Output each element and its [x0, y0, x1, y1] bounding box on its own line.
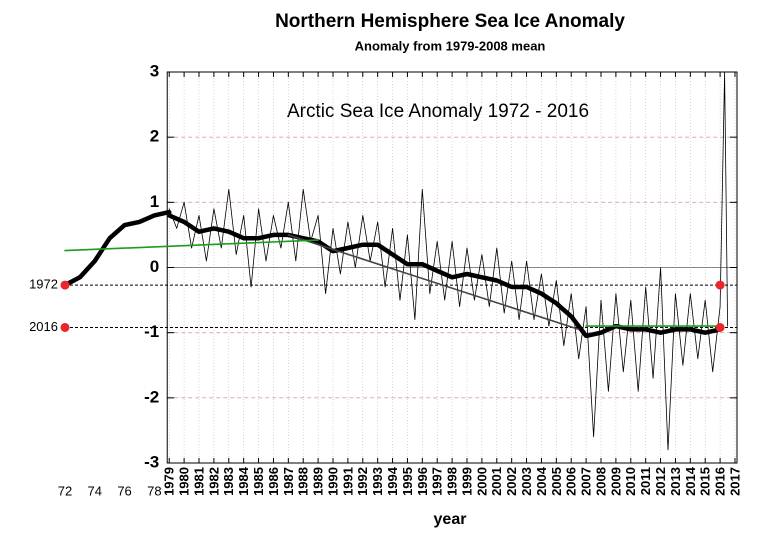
y-tick-label: 1	[150, 192, 159, 211]
reference-label: 2016	[29, 319, 58, 334]
trend-line	[64, 239, 319, 252]
marker	[715, 322, 725, 332]
marker	[60, 280, 70, 290]
x-tick-label: 1985	[251, 467, 266, 496]
y-tick-label: -1	[144, 322, 159, 341]
x-tick-label: 2003	[519, 467, 534, 496]
x-tick-label: 1998	[445, 467, 460, 496]
x-tick-label: 1994	[385, 466, 400, 496]
x-tick-label: 1979	[162, 467, 177, 496]
x-tick-label: 1983	[221, 467, 236, 496]
x-tick-label: 1982	[206, 467, 221, 496]
x-tick-label: 2002	[504, 467, 519, 496]
data-line	[62, 209, 172, 288]
y-tick-label: 0	[150, 257, 159, 276]
x-tick-label: 2013	[668, 467, 683, 496]
x-tick-label: 1993	[370, 467, 385, 496]
x-tick-label: 2016	[713, 467, 728, 496]
data-line	[166, 213, 723, 339]
x-tick-label: 2005	[549, 467, 564, 496]
data-line	[168, 71, 728, 451]
x-tick-label: 1981	[191, 467, 206, 496]
x-tick-label: 1990	[325, 467, 340, 496]
x-tick-label: 72	[58, 483, 72, 498]
x-tick-label: 2010	[623, 467, 638, 496]
x-tick-label: 76	[117, 483, 131, 498]
x-tick-label: 2011	[638, 467, 653, 495]
x-tick-label: 1988	[296, 467, 311, 496]
annotation: Arctic Sea Ice Anomaly 1972 - 2016	[287, 101, 589, 122]
x-tick-label: 1997	[430, 467, 445, 496]
x-tick-label: 1980	[177, 467, 192, 496]
y-tick-label: 3	[150, 61, 159, 80]
x-tick-label: 1992	[355, 467, 370, 496]
x-tick-label: 1996	[415, 467, 430, 496]
x-tick-label: 2006	[564, 467, 579, 496]
chart-subtitle: Anomaly from 1979-2008 mean	[355, 38, 546, 53]
x-tick-label: 2001	[489, 467, 504, 496]
x-tick-label: 1987	[281, 467, 296, 496]
x-tick-label: 2017	[727, 467, 742, 496]
y-tick-label: -2	[144, 387, 159, 406]
x-tick-label: 78	[147, 483, 161, 498]
x-axis-label: year	[434, 511, 467, 528]
x-tick-label: 2008	[593, 467, 608, 496]
y-tick-label: 2	[150, 127, 159, 146]
x-tick-label: 2012	[653, 467, 668, 496]
chart-title: Northern Hemisphere Sea Ice Anomaly	[275, 11, 625, 32]
y-tick-label: -3	[144, 452, 159, 471]
x-tick-label: 2004	[534, 466, 549, 496]
trend-line	[287, 234, 580, 331]
x-tick-label: 2009	[608, 467, 623, 496]
marker	[60, 322, 70, 332]
reference-label: 1972	[29, 277, 58, 292]
plot-frame	[166, 71, 738, 464]
marker	[715, 280, 725, 290]
x-tick-label: 2000	[474, 467, 489, 496]
x-tick-label: 1989	[311, 467, 326, 496]
x-tick-label: 1991	[340, 467, 355, 496]
x-tick-label: 2014	[683, 466, 698, 496]
x-tick-label: 2015	[698, 467, 713, 496]
x-tick-label: 74	[88, 483, 102, 498]
x-tick-label: 1995	[400, 467, 415, 496]
x-tick-label: 1984	[236, 466, 251, 496]
x-tick-label: 1986	[266, 467, 281, 496]
x-tick-label: 1999	[459, 467, 474, 496]
x-tick-label: 2007	[579, 467, 594, 496]
